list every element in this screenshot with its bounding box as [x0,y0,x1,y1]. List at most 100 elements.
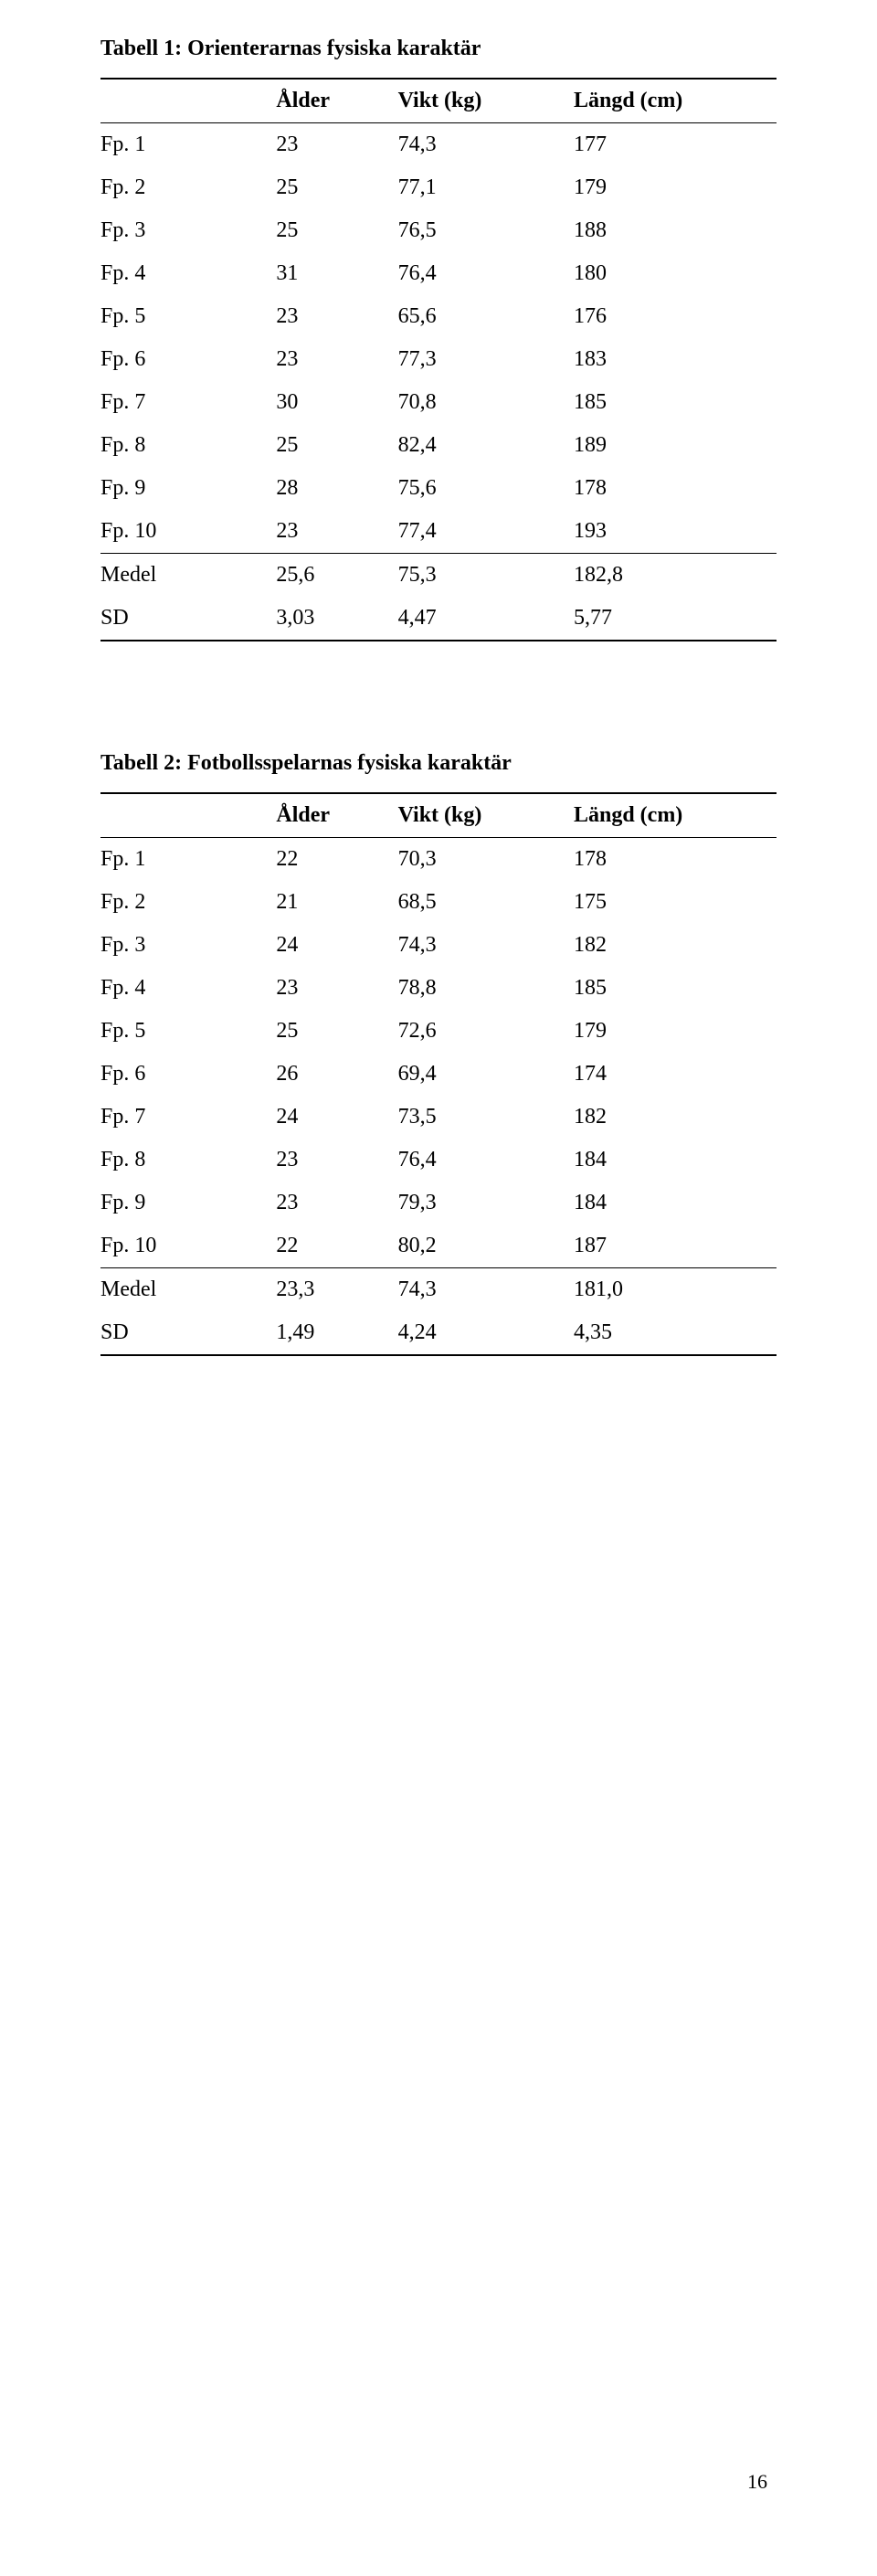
table1-medel-row: Medel25,675,3182,8 [100,554,777,598]
cell: 69,4 [398,1053,574,1096]
cell: Fp. 7 [100,1096,276,1139]
table2: Ålder Vikt (kg) Längd (cm) Fp. 12270,317… [100,792,777,1356]
cell: 180 [574,252,777,295]
cell: 78,8 [398,967,574,1010]
cell: 23,3 [276,1268,397,1312]
table-row: Fp. 102377,4193 [100,510,777,554]
cell: 24 [276,924,397,967]
table2-header-vikt: Vikt (kg) [398,793,574,838]
cell: Fp. 3 [100,209,276,252]
table-row: Fp. 22168,5175 [100,881,777,924]
cell: 77,3 [398,338,574,381]
table-row: Fp. 82582,4189 [100,424,777,467]
cell: Fp. 6 [100,1053,276,1096]
table1-body: Fp. 12374,3177 Fp. 22577,1179 Fp. 32576,… [100,123,777,641]
table2-sd-row: SD1,494,244,35 [100,1311,777,1355]
cell: 22 [276,1224,397,1268]
cell: 65,6 [398,295,574,338]
cell: 181,0 [574,1268,777,1312]
cell: 24 [276,1096,397,1139]
table1-sd-row: SD3,034,475,77 [100,597,777,641]
table-row: Fp. 43176,4180 [100,252,777,295]
cell: 185 [574,967,777,1010]
cell: 177 [574,123,777,167]
cell: 77,4 [398,510,574,554]
cell: 183 [574,338,777,381]
table-row: Fp. 73070,8185 [100,381,777,424]
cell: 74,3 [398,1268,574,1312]
cell: 25 [276,209,397,252]
table-row: Fp. 62377,3183 [100,338,777,381]
cell: 72,6 [398,1010,574,1053]
cell: 76,4 [398,252,574,295]
cell: 182 [574,1096,777,1139]
table-row: Fp. 52365,6176 [100,295,777,338]
table1-title: Tabell 1: Orienterarnas fysiska karaktär [100,37,777,61]
table-row: Fp. 102280,2187 [100,1224,777,1268]
table2-header-row: Ålder Vikt (kg) Längd (cm) [100,793,777,838]
table2-header-len: Längd (cm) [574,793,777,838]
table-row: Fp. 42378,8185 [100,967,777,1010]
cell: 3,03 [276,597,397,641]
cell: Fp. 8 [100,1139,276,1182]
table2-body: Fp. 12270,3178 Fp. 22168,5175 Fp. 32474,… [100,838,777,1356]
cell: 70,8 [398,381,574,424]
table-row: Fp. 52572,6179 [100,1010,777,1053]
table2-title: Tabell 2: Fotbollsspelarnas fysiska kara… [100,751,777,776]
cell: Fp. 6 [100,338,276,381]
page-number: 16 [747,2470,767,2494]
cell: Fp. 4 [100,967,276,1010]
cell: Fp. 2 [100,881,276,924]
cell: 25 [276,424,397,467]
cell: 74,3 [398,123,574,167]
cell: 178 [574,838,777,882]
table-row: Fp. 72473,5182 [100,1096,777,1139]
cell: 23 [276,1182,397,1224]
cell: 182 [574,924,777,967]
cell: SD [100,1311,276,1355]
cell: 82,4 [398,424,574,467]
table-row: Fp. 92379,3184 [100,1182,777,1224]
cell: 75,6 [398,467,574,510]
spacer [100,641,777,751]
table1-header-row: Ålder Vikt (kg) Längd (cm) [100,79,777,123]
table-row: Fp. 32474,3182 [100,924,777,967]
cell: 193 [574,510,777,554]
table1-header-age: Ålder [276,79,397,123]
table2-header-label [100,793,276,838]
cell: Fp. 3 [100,924,276,967]
cell: 178 [574,467,777,510]
cell: 23 [276,295,397,338]
table-row: Fp. 62669,4174 [100,1053,777,1096]
table-row: Fp. 82376,4184 [100,1139,777,1182]
cell: 188 [574,209,777,252]
table-row: Fp. 22577,1179 [100,166,777,209]
cell: 179 [574,1010,777,1053]
cell: 5,77 [574,597,777,641]
cell: 1,49 [276,1311,397,1355]
cell: Fp. 1 [100,123,276,167]
cell: 75,3 [398,554,574,598]
cell: 30 [276,381,397,424]
cell: 184 [574,1139,777,1182]
cell: 23 [276,338,397,381]
document-page: Tabell 1: Orienterarnas fysiska karaktär… [0,0,877,2576]
cell: Fp. 9 [100,1182,276,1224]
table1-header-len: Längd (cm) [574,79,777,123]
cell: 184 [574,1182,777,1224]
cell: 76,5 [398,209,574,252]
table1: Ålder Vikt (kg) Längd (cm) Fp. 12374,317… [100,78,777,641]
cell: 4,24 [398,1311,574,1355]
cell: 26 [276,1053,397,1096]
table-row: Fp. 92875,6178 [100,467,777,510]
cell: 68,5 [398,881,574,924]
cell: 179 [574,166,777,209]
table-row: Fp. 32576,5188 [100,209,777,252]
cell: 77,1 [398,166,574,209]
cell: 23 [276,967,397,1010]
cell: 176 [574,295,777,338]
table2-header-age: Ålder [276,793,397,838]
cell: Fp. 10 [100,510,276,554]
cell: Fp. 9 [100,467,276,510]
cell: 175 [574,881,777,924]
